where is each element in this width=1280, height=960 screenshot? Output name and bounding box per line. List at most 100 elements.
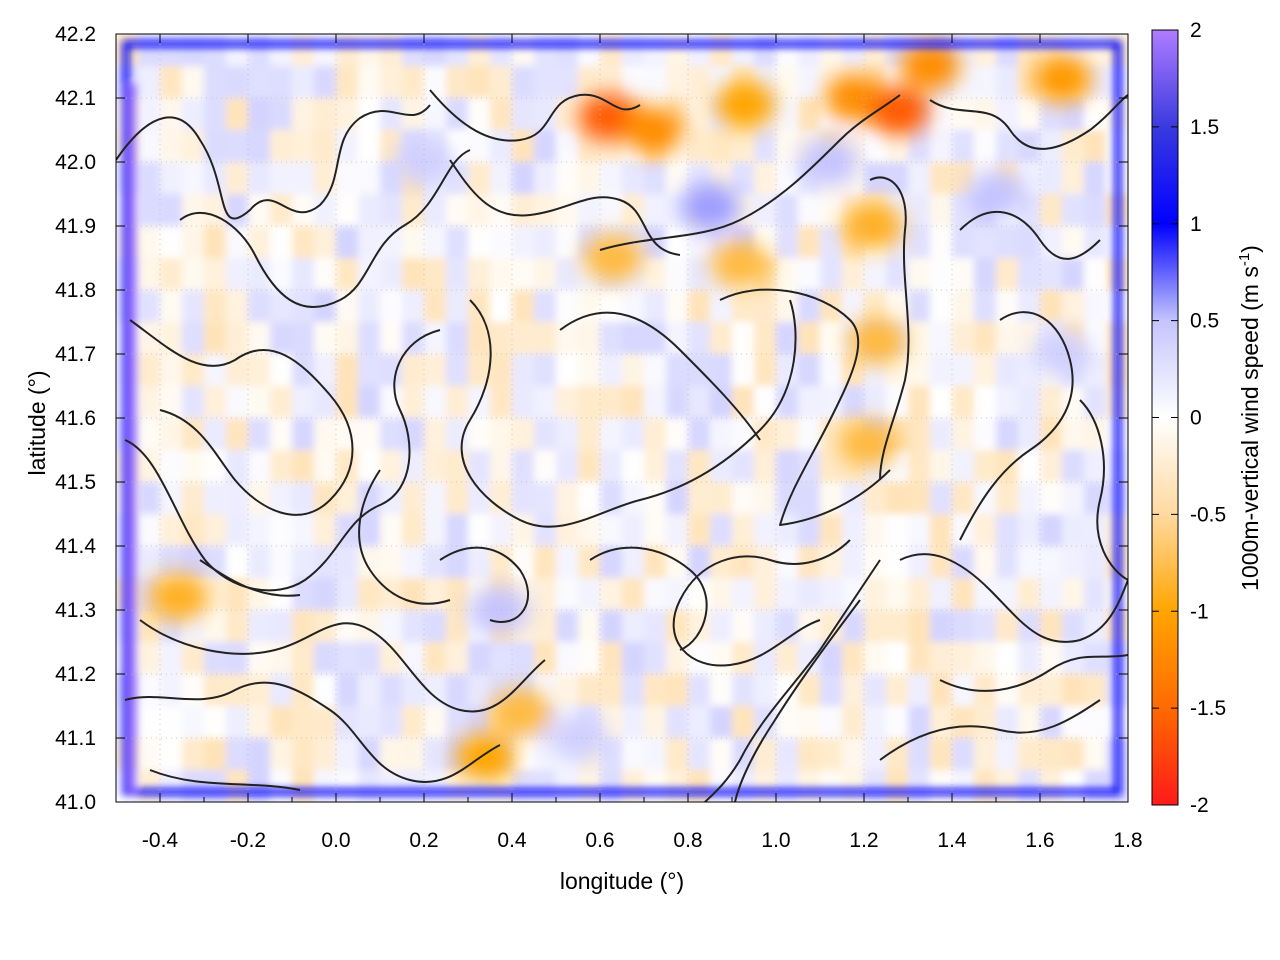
heatmap-highlight: [847, 317, 908, 366]
contour-line: [959, 211, 1101, 260]
heatmap-cell: [314, 194, 337, 227]
y-tick-label: 41.6: [55, 407, 96, 430]
heatmap-cell: [798, 674, 821, 707]
heatmap-cell: [226, 34, 249, 67]
contour-line: [139, 619, 546, 713]
heatmap-cell: [380, 450, 403, 483]
heatmap-cell: [512, 738, 535, 771]
heatmap-cell: [952, 226, 975, 259]
heatmap-cell: [1018, 546, 1041, 579]
heatmap-cell: [182, 98, 205, 131]
heatmap-cell: [974, 770, 997, 802]
heatmap-cell: [864, 482, 887, 515]
heatmap-cell: [358, 674, 381, 707]
contour-line: [599, 94, 901, 251]
heatmap-cell: [556, 98, 579, 131]
heatmap-cell: [1018, 450, 1041, 483]
heatmap-cell: [754, 162, 777, 195]
y-tick-label: 41.2: [55, 663, 96, 686]
heatmap-cell: [1062, 514, 1085, 547]
heatmap-cell: [160, 546, 183, 579]
heatmap-cell: [776, 706, 799, 739]
heatmap-cell: [974, 514, 997, 547]
heatmap-cell: [468, 482, 491, 515]
heatmap-cell: [974, 226, 997, 259]
terrain-contours: [116, 89, 1128, 802]
heatmap-cell: [1084, 610, 1107, 643]
heatmap-cell: [270, 450, 293, 483]
heatmap-cell: [842, 578, 865, 611]
heatmap-cell: [908, 546, 931, 579]
heatmap-cell: [424, 322, 447, 355]
contour-line: [460, 299, 797, 528]
heatmap-cell: [754, 290, 777, 323]
heatmap-cell: [446, 674, 469, 707]
heatmap-cell: [1018, 386, 1041, 419]
heatmap-cell: [226, 386, 249, 419]
heatmap-cell: [160, 706, 183, 739]
heatmap-cell: [204, 162, 227, 195]
y-tick-label: 42.0: [55, 151, 96, 174]
heatmap-cell: [248, 386, 271, 419]
heatmap-cell: [666, 258, 689, 291]
heatmap-highlight: [455, 733, 516, 782]
heatmap-cell: [534, 770, 557, 802]
y-tick-label: 42.1: [55, 87, 96, 110]
heatmap-cell: [314, 674, 337, 707]
contour-line: [959, 311, 1074, 541]
heatmap-cell: [336, 34, 359, 67]
heatmap-cell: [336, 194, 359, 227]
heatmap-cell: [798, 258, 821, 291]
heatmap-cell: [358, 450, 381, 483]
heatmap-cell: [974, 290, 997, 323]
heatmap-cell: [930, 226, 953, 259]
heatmap-cell: [204, 194, 227, 227]
heatmap-cell: [688, 738, 711, 771]
heatmap-cell: [666, 514, 689, 547]
y-axis-label: latitude (°): [24, 370, 50, 475]
heatmap-cell: [512, 450, 535, 483]
heatmap-cell: [776, 194, 799, 227]
heatmap-cell: [798, 738, 821, 771]
heatmap-cell: [204, 514, 227, 547]
heatmap-cell: [424, 194, 447, 227]
heatmap-cell: [424, 578, 447, 611]
heatmap-cell: [908, 738, 931, 771]
heatmap-cell: [754, 770, 777, 802]
heatmap-cell: [490, 194, 513, 227]
heatmap-cell: [1018, 706, 1041, 739]
heatmap-cell: [644, 674, 667, 707]
heatmap-cell: [996, 322, 1019, 355]
heatmap-cell: [600, 642, 623, 675]
heatmap-cell: [160, 66, 183, 99]
heatmap-cell: [688, 450, 711, 483]
heatmap-cell: [468, 290, 491, 323]
heatmap-cell: [270, 418, 293, 451]
heatmap-cell: [358, 34, 381, 67]
heatmap-cell: [688, 386, 711, 419]
heatmap-cell: [666, 738, 689, 771]
heatmap-cell: [908, 130, 931, 163]
heatmap-cell: [974, 578, 997, 611]
heatmap-cell: [358, 258, 381, 291]
heatmap-cell: [314, 34, 337, 67]
heatmap-cell: [600, 66, 623, 99]
heatmap-cell: [336, 386, 359, 419]
contour-line: [129, 319, 354, 516]
heatmap-cell: [930, 546, 953, 579]
heatmap-cell: [666, 674, 689, 707]
heatmap-highlight: [710, 240, 771, 289]
heatmap-cell: [732, 290, 755, 323]
heatmap-cell: [534, 34, 557, 67]
heatmap-cell: [644, 418, 667, 451]
heatmap-highlight: [900, 42, 960, 90]
heatmap-cell: [556, 194, 579, 227]
heatmap-cell: [226, 418, 249, 451]
heatmap-cell: [666, 34, 689, 67]
heatmap-cell: [292, 418, 315, 451]
heatmap-cell: [600, 674, 623, 707]
heatmap-cell: [1040, 290, 1063, 323]
heatmap-cell: [1018, 290, 1041, 323]
heatmap-cell: [248, 98, 271, 131]
heatmap-cell: [160, 226, 183, 259]
